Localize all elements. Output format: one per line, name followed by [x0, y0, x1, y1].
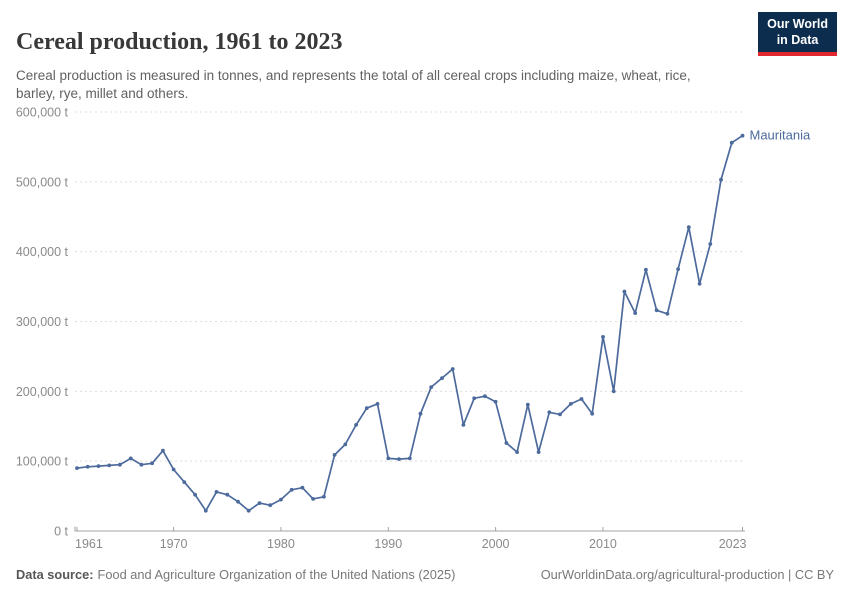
data-point	[740, 133, 745, 138]
data-point	[472, 396, 477, 401]
data-point	[558, 412, 562, 417]
data-point	[622, 289, 627, 294]
data-point	[397, 457, 401, 461]
y-axis-tick-label: 600,000 t	[16, 106, 69, 120]
data-point	[75, 466, 79, 470]
series-label-mauritania[interactable]: Mauritania	[750, 128, 811, 143]
x-axis-tick-label: 1980	[267, 537, 295, 551]
data-point	[633, 311, 638, 315]
data-point	[225, 492, 230, 497]
x-axis-tick-label: 2010	[589, 537, 617, 551]
data-point	[418, 411, 423, 416]
data-point	[171, 467, 176, 472]
credit-separator: |	[784, 567, 795, 582]
data-point	[450, 367, 455, 371]
data-point	[107, 463, 112, 468]
x-axis-tick-label: 1990	[374, 537, 402, 551]
data-point	[676, 267, 680, 271]
data-point	[214, 490, 219, 494]
data-point	[193, 492, 198, 497]
data-point	[611, 389, 616, 394]
chart-footer: Data source: Food and Agriculture Organiz…	[16, 567, 834, 582]
y-axis-tick-label: 0 t	[54, 525, 68, 539]
data-point	[440, 376, 444, 380]
data-point	[322, 494, 326, 499]
data-point	[268, 503, 273, 508]
data-point	[203, 508, 208, 513]
data-point	[246, 508, 251, 513]
data-point	[644, 267, 648, 272]
data-point	[525, 402, 530, 407]
y-axis-tick-label: 500,000 t	[16, 175, 69, 189]
data-point	[311, 497, 315, 501]
license-link[interactable]: CC BY	[794, 567, 834, 582]
data-point	[182, 480, 187, 484]
data-point	[161, 448, 165, 453]
data-point	[354, 423, 358, 427]
x-axis-line	[74, 526, 745, 532]
data-point	[568, 402, 573, 406]
data-point	[686, 225, 691, 230]
data-point	[118, 462, 122, 467]
x-axis-tick-label: 1961	[75, 537, 103, 551]
data-point	[719, 177, 723, 182]
y-axis-tick-label: 400,000 t	[16, 245, 69, 259]
data-point	[665, 311, 670, 316]
owid-logo[interactable]: Our World in Data	[758, 12, 837, 57]
series-line-mauritania[interactable]	[76, 134, 744, 512]
y-axis-tick-label: 100,000 t	[16, 455, 69, 469]
chart-title: Cereal production, 1961 to 2023	[16, 29, 343, 56]
y-axis-tick-label: 300,000 t	[16, 315, 69, 329]
owid-logo-line2: in Data	[776, 32, 819, 47]
y-axis-tick-label: 200,000 t	[16, 385, 69, 399]
data-point	[515, 450, 519, 454]
data-point	[236, 499, 240, 504]
data-point	[729, 140, 734, 145]
data-point	[386, 456, 391, 461]
data-source: Data source: Food and Agriculture Organiz…	[16, 567, 455, 582]
data-point	[139, 462, 144, 467]
data-point	[483, 394, 487, 399]
data-point	[654, 308, 659, 313]
chart-subtitle: Cereal production is measured in tonnes,…	[16, 67, 691, 102]
owid-url-link[interactable]: OurWorldinData.org/agricultural-producti…	[540, 567, 785, 582]
data-source-label: Data source:	[16, 567, 94, 582]
data-point	[289, 487, 294, 492]
data-point	[536, 450, 541, 454]
data-point	[279, 497, 283, 502]
data-point	[332, 453, 337, 457]
data-point	[601, 335, 605, 339]
x-axis-tick-label: 2000	[482, 537, 510, 551]
data-point	[364, 406, 369, 410]
owid-logo-line1: Our World	[767, 17, 828, 31]
data-point	[407, 456, 412, 461]
x-axis-tick-label: 1970	[160, 537, 188, 551]
x-axis-tick-label: 2023	[719, 537, 747, 551]
data-point	[343, 442, 348, 447]
data-point	[85, 464, 90, 469]
data-point	[96, 464, 101, 468]
data-point	[300, 485, 305, 490]
data-point	[579, 397, 584, 401]
data-point	[590, 411, 595, 416]
data-point	[150, 461, 155, 466]
credit-line: OurWorldinData.org/agricultural-producti…	[541, 567, 834, 582]
data-point	[461, 423, 466, 427]
data-point	[504, 441, 509, 445]
data-point	[375, 402, 380, 406]
data-point	[708, 242, 713, 246]
data-source-text: Food and Agriculture Organization of the…	[97, 567, 456, 582]
data-point	[547, 410, 552, 415]
data-point	[257, 501, 262, 505]
data-point	[128, 456, 133, 461]
data-point	[429, 385, 434, 389]
data-point	[493, 399, 498, 404]
data-point	[697, 281, 702, 286]
